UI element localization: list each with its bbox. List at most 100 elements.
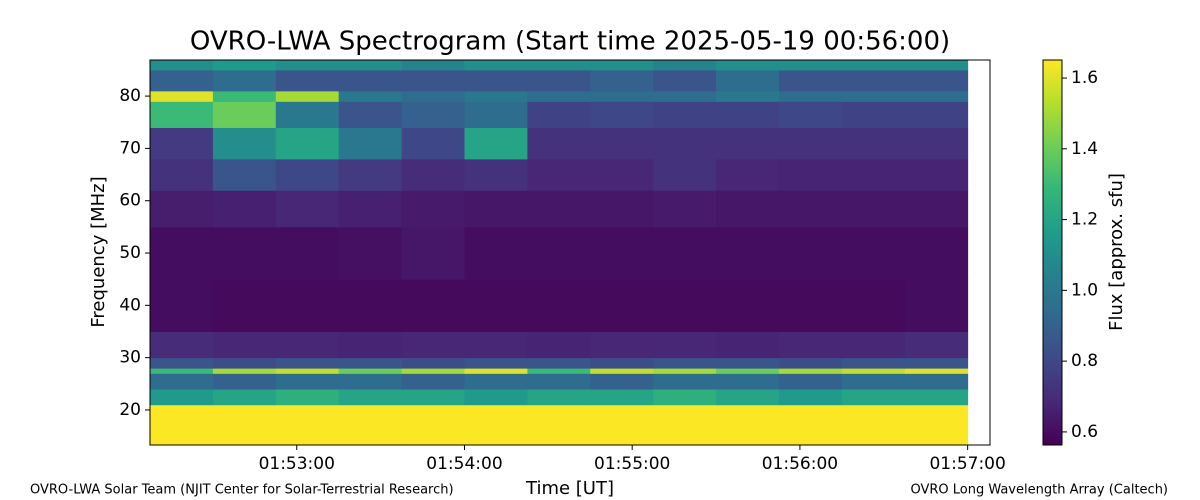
heatmap-cell xyxy=(275,101,340,128)
heatmap-cell xyxy=(150,101,214,128)
heatmap-cell xyxy=(716,404,780,446)
heatmap-cell xyxy=(590,373,654,390)
heatmap-cell xyxy=(150,190,214,228)
heatmap-cell xyxy=(150,60,214,71)
y-axis-label: Frequency [MHz] xyxy=(88,176,109,327)
heatmap-cell xyxy=(653,101,717,128)
heatmap-cell xyxy=(275,127,340,160)
heatmap-cell xyxy=(275,158,340,191)
heatmap-cell xyxy=(841,90,906,102)
heatmap-cell xyxy=(653,389,717,406)
heatmap-cell xyxy=(778,226,843,280)
colorbar-label: Flux [approx. sfu] xyxy=(1106,173,1127,331)
heatmap-cell xyxy=(716,331,780,359)
heatmap-cell xyxy=(464,158,528,191)
heatmap-cell xyxy=(212,60,277,71)
heatmap-cell xyxy=(150,69,214,92)
heatmap-cell xyxy=(150,368,214,374)
heatmap-cell xyxy=(590,101,654,128)
heatmap-cell xyxy=(590,158,654,191)
heatmap-cell xyxy=(212,373,277,390)
heatmap-cell xyxy=(275,389,340,406)
heatmap-cell xyxy=(464,90,528,102)
heatmap-cell xyxy=(778,90,843,102)
heatmap-cell xyxy=(590,60,654,71)
heatmap-cell xyxy=(275,373,340,390)
heatmap-cell xyxy=(904,404,969,446)
heatmap-cell xyxy=(653,90,717,102)
heatmap-cell xyxy=(150,127,214,160)
heatmap-cell xyxy=(275,331,340,359)
heatmap-cell xyxy=(904,331,969,359)
heatmap-cell xyxy=(150,404,214,446)
heatmap-cell xyxy=(212,158,277,191)
heatmap-cell xyxy=(841,190,906,228)
heatmap-cell xyxy=(401,368,465,374)
x-axis-label: Time [UT] xyxy=(525,478,614,499)
heatmap-cell xyxy=(841,389,906,406)
heatmap-cell xyxy=(716,60,780,71)
heatmap-cell xyxy=(716,127,780,160)
heatmap-cell xyxy=(275,60,340,71)
heatmap-cell xyxy=(464,368,528,374)
heatmap-cell xyxy=(212,389,277,406)
heatmap-cell xyxy=(464,373,528,390)
colorbar xyxy=(1042,59,1063,446)
heatmap-cell xyxy=(212,368,277,374)
heatmap-cell xyxy=(904,90,969,102)
heatmap-cell xyxy=(527,69,591,92)
heatmap-cell xyxy=(590,404,654,446)
heatmap-cell xyxy=(150,373,214,390)
heatmap-cell xyxy=(841,331,906,359)
heatmap-cell xyxy=(778,69,843,92)
heatmap-cell xyxy=(401,69,465,92)
heatmap-cell xyxy=(527,357,591,369)
heatmap-cell xyxy=(716,226,780,280)
heatmap-cell xyxy=(464,69,528,92)
heatmap-cell xyxy=(778,60,843,71)
heatmap-cell xyxy=(527,279,591,332)
heatmap-cell xyxy=(401,331,465,359)
heatmap-cell xyxy=(338,279,403,332)
heatmap-cell xyxy=(904,368,969,374)
heatmap-cell xyxy=(401,357,465,369)
heatmap-cell xyxy=(401,101,465,128)
heatmap-cell xyxy=(527,190,591,228)
colorbar-tick-label: 1.4 xyxy=(1071,139,1098,159)
heatmap-cell xyxy=(338,226,403,280)
heatmap-cell xyxy=(212,190,277,228)
heatmap-cell xyxy=(778,127,843,160)
heatmap-cell xyxy=(904,69,969,92)
heatmap-cell xyxy=(904,60,969,71)
heatmap-cell xyxy=(653,158,717,191)
heatmap-cell xyxy=(464,190,528,228)
heatmap-cell xyxy=(778,190,843,228)
heatmap-cell xyxy=(150,158,214,191)
heatmap-cell xyxy=(401,158,465,191)
heatmap-cell xyxy=(338,69,403,92)
heatmap-cell xyxy=(401,279,465,332)
y-tick-label: 70 xyxy=(119,138,141,158)
heatmap-cell xyxy=(401,127,465,160)
heatmap-cell xyxy=(590,190,654,228)
heatmap-cell xyxy=(275,357,340,369)
heatmap-cell xyxy=(212,127,277,160)
heatmap-cell xyxy=(590,279,654,332)
heatmap-cell xyxy=(590,368,654,374)
heatmap-cell xyxy=(527,90,591,102)
heatmap-cell xyxy=(841,357,906,369)
heatmap-cell xyxy=(904,101,969,128)
heatmap-cell xyxy=(212,279,277,332)
heatmap-cell xyxy=(653,127,717,160)
heatmap-cell xyxy=(212,404,277,446)
heatmap-cell xyxy=(401,60,465,71)
heatmap-cell xyxy=(212,90,277,102)
y-tick-label: 30 xyxy=(119,348,141,368)
plot-frame xyxy=(149,59,991,446)
heatmap-cell xyxy=(275,90,340,102)
heatmap-cell xyxy=(590,331,654,359)
colorbar-tick-label: 0.8 xyxy=(1071,351,1098,371)
heatmap-cell xyxy=(275,226,340,280)
heatmap-cell xyxy=(653,368,717,374)
heatmap-cell xyxy=(841,279,906,332)
